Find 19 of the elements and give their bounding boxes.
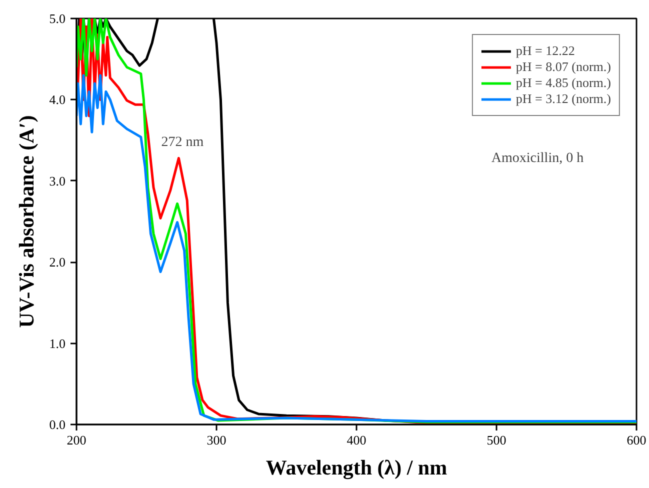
x-tick-label: 600: [626, 432, 646, 448]
x-tick-label: 300: [206, 432, 226, 448]
x-tick-label: 400: [346, 432, 366, 448]
y-tick-label: 0.0: [49, 417, 66, 432]
x-tick-label: 200: [66, 432, 86, 448]
legend-label: pH = 12.22: [516, 43, 575, 59]
annotation: 272 nm: [161, 135, 204, 150]
x-axis-title: Wavelength (λ) / nm: [266, 456, 448, 480]
y-tick-label: 3.0: [49, 173, 66, 188]
legend-label: pH = 4.85 (norm.): [516, 75, 611, 91]
y-tick-label: 5.0: [49, 11, 66, 26]
y-tick-label: 2.0: [49, 254, 66, 270]
annotation: Amoxicillin, 0 h: [491, 151, 584, 166]
x-tick-label: 500: [486, 432, 506, 448]
legend-label: pH = 3.12 (norm.): [516, 91, 611, 107]
y-tick-label: 1.0: [49, 336, 66, 351]
y-axis-title: UV-Vis absorbance (A′): [14, 115, 38, 328]
y-tick-label: 4.0: [49, 92, 66, 108]
legend-label: pH = 8.07 (norm.): [516, 59, 611, 75]
